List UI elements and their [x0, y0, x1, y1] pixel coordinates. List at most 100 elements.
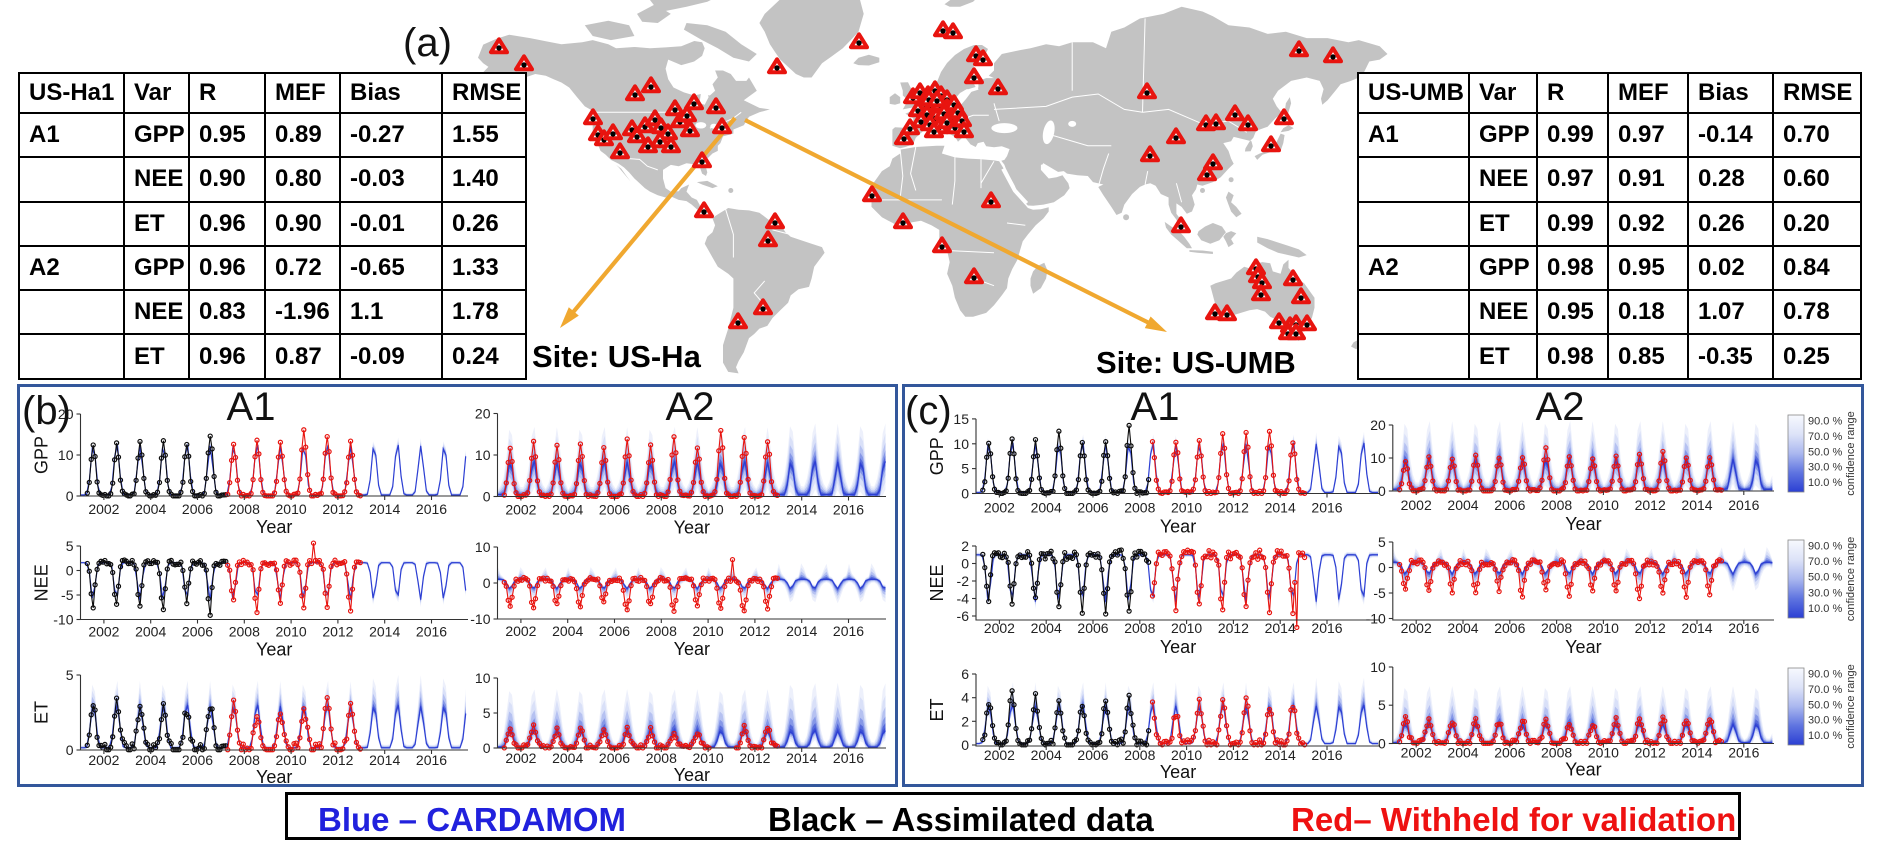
svg-text:0: 0 [483, 740, 491, 756]
svg-text:2010: 2010 [1588, 620, 1619, 636]
svg-text:30.0 %: 30.0 % [1808, 715, 1842, 727]
svg-text:2016: 2016 [1728, 497, 1759, 513]
svg-text:2006: 2006 [1077, 500, 1108, 516]
svg-text:2014: 2014 [786, 750, 817, 766]
svg-text:2010: 2010 [693, 750, 724, 766]
svg-text:70.0 %: 70.0 % [1808, 556, 1842, 568]
svg-text:confidence range: confidence range [1845, 411, 1857, 495]
svg-text:2: 2 [961, 713, 969, 729]
svg-text:2014: 2014 [1681, 620, 1712, 636]
svg-text:2016: 2016 [416, 624, 447, 640]
svg-text:0: 0 [1378, 736, 1386, 752]
svg-text:2002: 2002 [505, 750, 536, 766]
svg-text:2006: 2006 [1494, 620, 1525, 636]
svg-text:30.0 %: 30.0 % [1808, 587, 1842, 599]
svg-text:2010: 2010 [1171, 500, 1202, 516]
svg-text:2010: 2010 [1588, 745, 1619, 761]
svg-text:2010: 2010 [693, 623, 724, 639]
svg-text:5: 5 [1378, 697, 1386, 713]
svg-text:90.0 %: 90.0 % [1808, 416, 1842, 428]
svg-text:5: 5 [1378, 534, 1386, 550]
svg-text:A1: A1 [227, 385, 276, 429]
svg-text:GPP: GPP [927, 437, 947, 475]
svg-text:ET: ET [927, 698, 947, 721]
svg-text:10: 10 [58, 447, 74, 463]
svg-text:10: 10 [1370, 659, 1386, 675]
svg-text:2008: 2008 [229, 624, 260, 640]
svg-text:Year: Year [1565, 514, 1601, 534]
svg-text:2006: 2006 [1494, 497, 1525, 513]
svg-text:2010: 2010 [1171, 747, 1202, 763]
svg-text:2006: 2006 [599, 623, 630, 639]
svg-text:NEE: NEE [927, 564, 947, 601]
svg-text:50.0 %: 50.0 % [1808, 572, 1842, 584]
svg-text:Year: Year [1160, 637, 1196, 657]
svg-text:90.0 %: 90.0 % [1808, 669, 1842, 681]
svg-text:6: 6 [961, 666, 969, 682]
svg-text:2004: 2004 [1447, 620, 1478, 636]
svg-text:2016: 2016 [833, 623, 864, 639]
svg-text:2012: 2012 [1635, 497, 1666, 513]
svg-text:2014: 2014 [1681, 497, 1712, 513]
svg-text:10: 10 [475, 447, 491, 463]
svg-text:2008: 2008 [646, 502, 677, 518]
svg-text:2008: 2008 [1124, 747, 1155, 763]
svg-text:2010: 2010 [693, 502, 724, 518]
svg-text:Year: Year [256, 517, 292, 537]
svg-text:Year: Year [674, 518, 710, 538]
svg-text:2016: 2016 [1728, 620, 1759, 636]
svg-text:2014: 2014 [786, 502, 817, 518]
svg-text:70.0 %: 70.0 % [1808, 431, 1842, 443]
svg-text:2008: 2008 [1541, 620, 1572, 636]
svg-text:2006: 2006 [182, 752, 213, 768]
svg-text:Year: Year [1160, 517, 1196, 537]
svg-text:2014: 2014 [369, 501, 400, 517]
svg-text:2002: 2002 [984, 620, 1015, 636]
svg-text:2016: 2016 [1311, 500, 1342, 516]
svg-text:2: 2 [961, 538, 969, 554]
svg-text:2002: 2002 [1401, 620, 1432, 636]
svg-text:4: 4 [961, 690, 969, 706]
svg-text:A1: A1 [1131, 385, 1180, 429]
svg-text:GPP: GPP [32, 436, 52, 474]
svg-text:-10: -10 [470, 611, 490, 627]
svg-text:Year: Year [256, 640, 292, 660]
svg-text:10: 10 [475, 670, 491, 686]
svg-text:2008: 2008 [229, 752, 260, 768]
svg-text:2008: 2008 [646, 623, 677, 639]
svg-text:Year: Year [256, 767, 292, 787]
svg-text:(a): (a) [403, 21, 452, 65]
svg-text:0: 0 [961, 556, 969, 572]
svg-text:20: 20 [1370, 417, 1386, 433]
svg-text:0: 0 [66, 488, 74, 504]
svg-text:2010: 2010 [1588, 497, 1619, 513]
svg-text:2008: 2008 [229, 501, 260, 517]
svg-text:-2: -2 [957, 573, 970, 589]
svg-text:2002: 2002 [984, 747, 1015, 763]
svg-text:NEE: NEE [32, 564, 52, 601]
svg-text:confidence range: confidence range [1845, 664, 1857, 748]
svg-text:30.0 %: 30.0 % [1808, 462, 1842, 474]
svg-text:2012: 2012 [739, 750, 770, 766]
svg-text:2004: 2004 [135, 624, 166, 640]
svg-text:0: 0 [1378, 560, 1386, 576]
svg-text:90.0 %: 90.0 % [1808, 541, 1842, 553]
svg-text:2010: 2010 [1171, 620, 1202, 636]
svg-text:2002: 2002 [88, 501, 119, 517]
svg-text:2002: 2002 [1401, 745, 1432, 761]
svg-text:2002: 2002 [88, 752, 119, 768]
svg-text:2006: 2006 [182, 501, 213, 517]
svg-text:5: 5 [66, 538, 74, 554]
svg-text:2014: 2014 [786, 623, 817, 639]
svg-text:2008: 2008 [1124, 620, 1155, 636]
svg-text:2006: 2006 [1494, 745, 1525, 761]
svg-text:(b): (b) [22, 389, 71, 433]
svg-text:2004: 2004 [552, 623, 583, 639]
svg-text:2016: 2016 [416, 752, 447, 768]
svg-text:confidence range: confidence range [1845, 537, 1857, 621]
svg-text:2006: 2006 [1077, 620, 1108, 636]
svg-text:2010: 2010 [276, 624, 307, 640]
svg-text:2014: 2014 [1265, 620, 1296, 636]
svg-text:2012: 2012 [1218, 620, 1249, 636]
svg-text:2004: 2004 [1447, 497, 1478, 513]
